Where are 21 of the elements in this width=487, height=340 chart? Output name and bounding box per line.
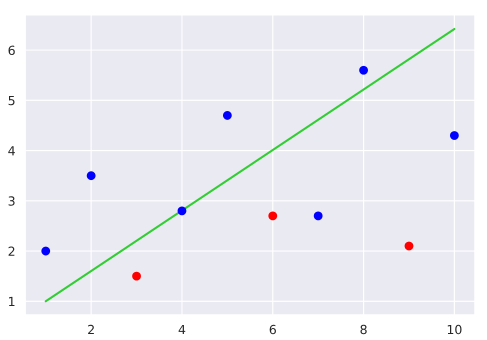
point xyxy=(132,272,141,281)
point xyxy=(178,206,186,216)
x-tick-label: 2 xyxy=(88,324,94,334)
point xyxy=(359,66,368,75)
x-tick-label: 4 xyxy=(178,324,186,334)
y-tick-label: 3 xyxy=(8,196,15,206)
y-tick-label: 5 xyxy=(8,96,15,106)
y-tick-label: 1 xyxy=(9,296,14,306)
point xyxy=(41,246,50,256)
x-tick-label: 10 xyxy=(448,324,462,334)
point xyxy=(268,211,278,220)
x-tick-label: 8 xyxy=(360,324,367,334)
y-tick-label: 2 xyxy=(8,246,14,256)
point xyxy=(404,242,414,250)
x-tick-label: 6 xyxy=(270,324,276,334)
y-tick-label: 4 xyxy=(8,146,15,156)
point xyxy=(222,111,232,120)
point xyxy=(314,211,323,220)
point xyxy=(450,131,459,140)
point xyxy=(86,171,96,180)
y-tick-label: 6 xyxy=(8,46,15,56)
